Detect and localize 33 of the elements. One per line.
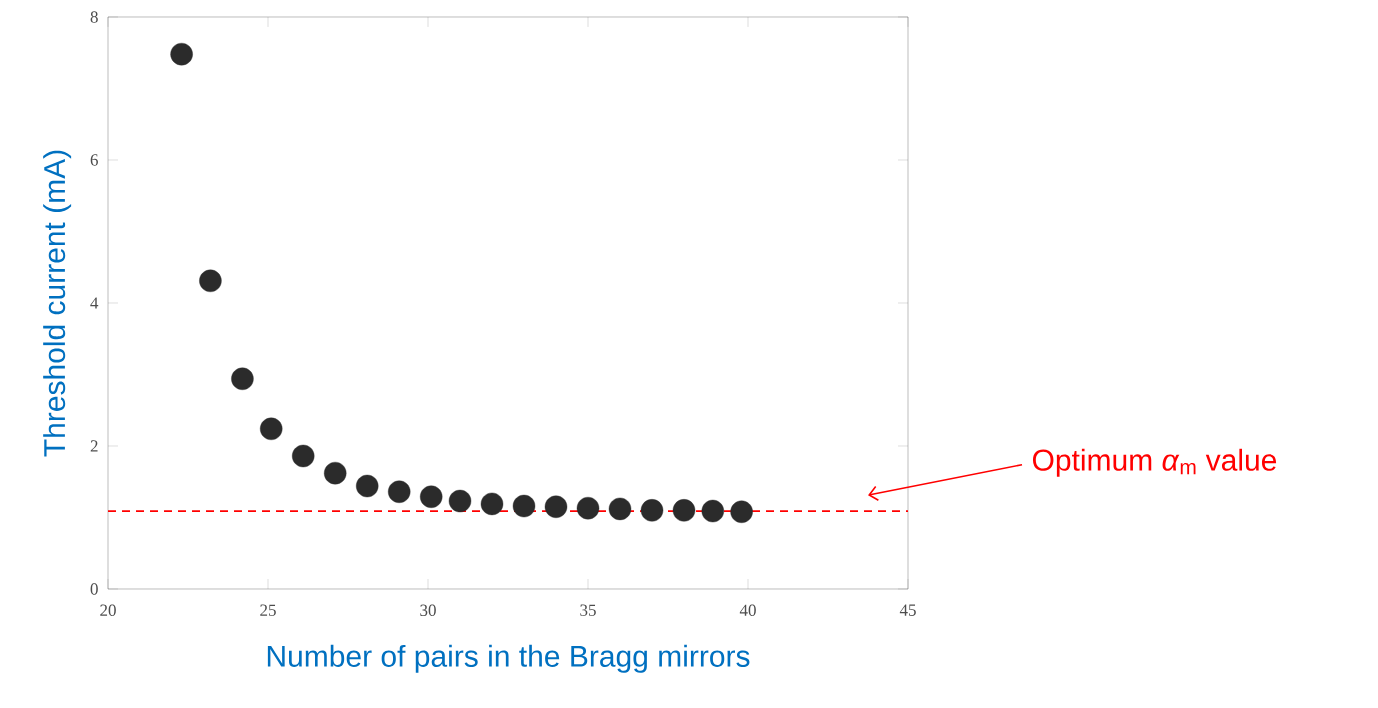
point — [324, 461, 347, 485]
x-tick-label: 35 — [580, 604, 596, 616]
y-axis-title: Threshold current (mA) — [43, 150, 72, 457]
point — [292, 444, 315, 468]
x-tick-label: 45 — [899, 604, 916, 616]
point — [512, 494, 536, 518]
x-tick-label: 30 — [420, 604, 436, 616]
point — [480, 492, 504, 516]
x-tick-label: 40 — [739, 604, 756, 616]
y-tick-label: 0 — [90, 583, 98, 595]
x-tick-label: 25 — [260, 604, 276, 616]
point — [640, 499, 664, 522]
y-tick-label: 2 — [90, 440, 98, 452]
y-tick-label: 8 — [90, 11, 98, 23]
x-axis-title: Number of pairs in the Bragg mirrors — [267, 644, 750, 673]
x-tick-label: 20 — [100, 604, 116, 616]
point — [701, 499, 725, 523]
point — [231, 367, 254, 390]
point — [730, 500, 753, 523]
point — [608, 497, 632, 521]
point — [448, 489, 472, 513]
point — [544, 495, 568, 518]
point — [170, 42, 193, 66]
point — [420, 485, 443, 508]
point — [576, 496, 600, 520]
point — [199, 269, 222, 293]
point — [356, 474, 379, 498]
y-tick-label: 6 — [90, 154, 98, 166]
text: Optimum α$_{m}$ value — [1032, 448, 1277, 477]
point — [260, 417, 283, 441]
y-tick-label: 4 — [90, 297, 99, 309]
point — [672, 499, 696, 522]
point — [388, 480, 411, 503]
